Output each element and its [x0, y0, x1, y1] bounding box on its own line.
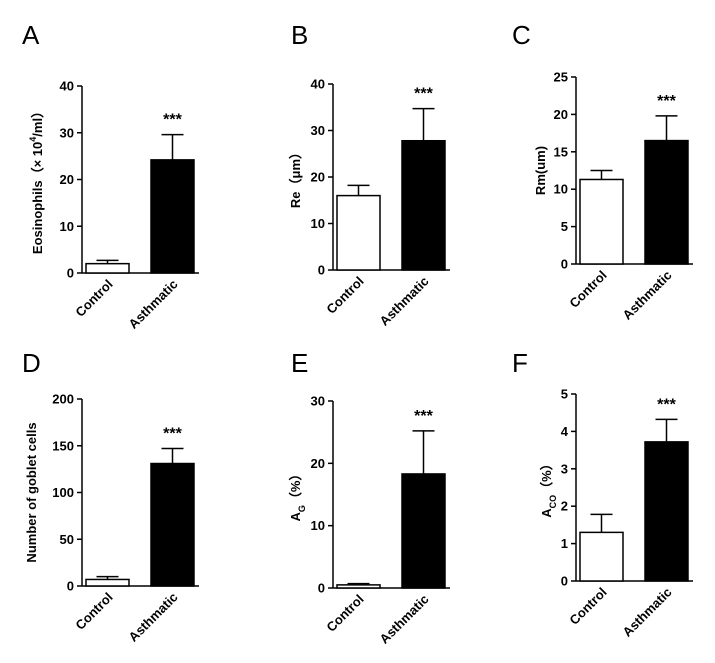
- chart-ag: 0 10 20 30 Control Asthmatic *** AG（%）: [288, 394, 450, 647]
- y-tick-label: 100: [52, 485, 74, 500]
- y-axis-label-main: A: [539, 508, 554, 518]
- y-tick-label: 0: [318, 263, 325, 278]
- bar-asthmatic: [150, 462, 195, 587]
- category-label: Control: [72, 590, 115, 633]
- category-label: Asthmatic: [620, 585, 675, 640]
- y-tick-label: 30: [311, 123, 325, 138]
- significance-marker: ***: [163, 112, 182, 129]
- category-label: Asthmatic: [377, 274, 432, 329]
- y-axis-label: ACO（%）: [539, 457, 558, 517]
- category-label: Control: [566, 268, 609, 311]
- y-tick-label: 4: [561, 424, 569, 439]
- panel-letter-d: D: [22, 348, 41, 378]
- y-tick-label: 20: [554, 107, 568, 122]
- chart-re: 0 10 20 30 40 Control Asthmatic *** Re（μm）: [288, 77, 450, 329]
- y-tick-label: 1: [561, 536, 568, 551]
- y-tick-label: 10: [60, 219, 74, 234]
- y-tick-label: 0: [67, 266, 74, 281]
- bar-control: [579, 531, 624, 582]
- y-tick-label: 50: [60, 532, 74, 547]
- y-tick-label: 0: [67, 579, 74, 594]
- panel-letter-b: B: [291, 20, 308, 50]
- y-tick-label: 200: [52, 392, 74, 407]
- category-label: Control: [566, 585, 609, 628]
- panel-letter-a: A: [22, 20, 40, 50]
- bar-control: [85, 262, 130, 274]
- category-label: Control: [323, 592, 366, 635]
- y-tick-label: 10: [311, 216, 325, 231]
- panel-letter-f: F: [512, 348, 528, 378]
- y-tick-label: 30: [60, 125, 74, 140]
- y-tick-label: 0: [318, 581, 325, 596]
- bar-control: [336, 194, 381, 271]
- category-label: Asthmatic: [377, 592, 432, 647]
- y-tick-label: 2: [561, 499, 568, 514]
- y-tick-label: 15: [554, 144, 568, 159]
- y-axis-label-main: Re（μm）: [288, 146, 303, 208]
- significance-marker: ***: [163, 426, 182, 443]
- y-axis-label-superscript: 4: [28, 137, 38, 142]
- panel-letter-c: C: [512, 20, 531, 50]
- bar-asthmatic: [644, 441, 689, 582]
- chart-aco: 0 1 2 3 4 5 Control Asthmatic *** ACO（%）: [539, 387, 693, 640]
- y-tick-label: 30: [311, 394, 325, 409]
- y-axis-label: Re（μm）: [288, 146, 303, 208]
- y-axis-label-main: Number of goblet cells: [24, 422, 39, 562]
- category-label: Control: [72, 277, 115, 320]
- bar-asthmatic: [401, 139, 446, 271]
- y-tick-label: 40: [311, 77, 325, 92]
- y-axis-label: Rm(um): [533, 146, 548, 195]
- bar-control: [579, 178, 624, 265]
- chart-rm: 0 5 10 15 20 25 Control Asthmatic *** Rm(um): [533, 70, 693, 323]
- y-tick-label: 20: [311, 456, 325, 471]
- y-tick-label: 10: [311, 518, 325, 533]
- y-tick-label: 20: [60, 172, 74, 187]
- bar-control: [336, 584, 381, 589]
- y-tick-label: 5: [561, 219, 568, 234]
- y-tick-label: 40: [60, 79, 74, 94]
- y-axis-label-main: A: [288, 511, 303, 521]
- y-tick-label: 5: [561, 387, 568, 402]
- panel-letter-e: E: [291, 348, 308, 378]
- significance-marker: ***: [414, 86, 433, 103]
- y-axis-label-tail: （%）: [539, 457, 554, 495]
- y-axis-label-subscript: CO: [548, 495, 558, 509]
- bar-asthmatic: [401, 473, 446, 589]
- y-tick-label: 20: [311, 170, 325, 185]
- category-label: Asthmatic: [126, 277, 181, 332]
- y-tick-label: 0: [561, 257, 568, 272]
- bar-asthmatic: [644, 139, 689, 265]
- y-tick-label: 25: [554, 70, 568, 85]
- significance-marker: ***: [657, 93, 676, 110]
- y-axis-label-tail: /ml）: [30, 105, 45, 137]
- y-tick-label: 0: [561, 574, 568, 589]
- significance-marker: ***: [657, 396, 676, 413]
- category-label: Asthmatic: [126, 590, 181, 645]
- chart-eosinophils: 0 10 20 30 40 Control Asthmatic *** Eosinophils（…: [28, 79, 199, 332]
- y-tick-label: 3: [561, 461, 568, 476]
- y-axis-label: Number of goblet cells: [24, 422, 39, 562]
- y-axis-label-main: Rm(um): [533, 146, 548, 195]
- category-label: Control: [323, 274, 366, 317]
- bar-asthmatic: [150, 159, 195, 274]
- y-tick-label: 10: [554, 182, 568, 197]
- y-axis-label: AG（%）: [288, 468, 307, 522]
- significance-marker: ***: [414, 408, 433, 425]
- category-label: Asthmatic: [620, 268, 675, 323]
- bar-control: [85, 578, 130, 587]
- y-axis-label: Eosinophils（× 104/ml）: [28, 105, 45, 254]
- y-axis-label-subscript: G: [297, 505, 307, 512]
- y-axis-label-tail: （%）: [288, 468, 303, 506]
- y-axis-label-main: Eosinophils（× 10: [30, 142, 45, 254]
- y-tick-label: 150: [52, 438, 74, 453]
- chart-goblet-cells: 0 50 100 150 200 Control Asthmatic *** Number of…: [24, 392, 199, 645]
